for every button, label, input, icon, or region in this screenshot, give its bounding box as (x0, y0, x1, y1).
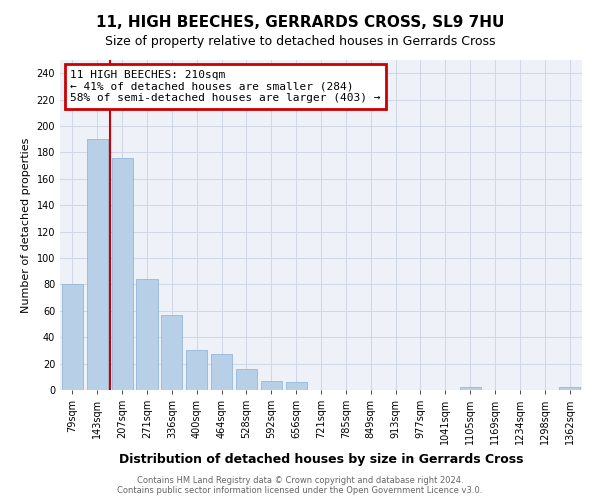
Bar (136, 279, 158, 390)
Text: 11 HIGH BEECHES: 210sqm
← 41% of detached houses are smaller (284)
58% of semi-d: 11 HIGH BEECHES: 210sqm ← 41% of detache… (70, 70, 381, 103)
Bar (236, 369, 257, 390)
Y-axis label: Number of detached properties: Number of detached properties (21, 138, 31, 312)
Bar (186, 350, 207, 390)
Bar (87, 139, 108, 390)
Text: Contains HM Land Registry data © Crown copyright and database right 2024.
Contai: Contains HM Land Registry data © Crown c… (118, 476, 482, 495)
Text: Size of property relative to detached houses in Gerrards Cross: Size of property relative to detached ho… (105, 35, 495, 48)
Text: 11, HIGH BEECHES, GERRARDS CROSS, SL9 7HU: 11, HIGH BEECHES, GERRARDS CROSS, SL9 7H… (96, 15, 504, 30)
Bar (112, 158, 133, 390)
X-axis label: Distribution of detached houses by size in Gerrards Cross: Distribution of detached houses by size … (119, 452, 523, 466)
Bar (211, 354, 232, 390)
Bar (286, 382, 307, 390)
Bar (261, 381, 282, 390)
Bar (460, 388, 481, 390)
Bar (62, 284, 83, 390)
Bar (559, 388, 580, 390)
Bar (161, 315, 182, 390)
